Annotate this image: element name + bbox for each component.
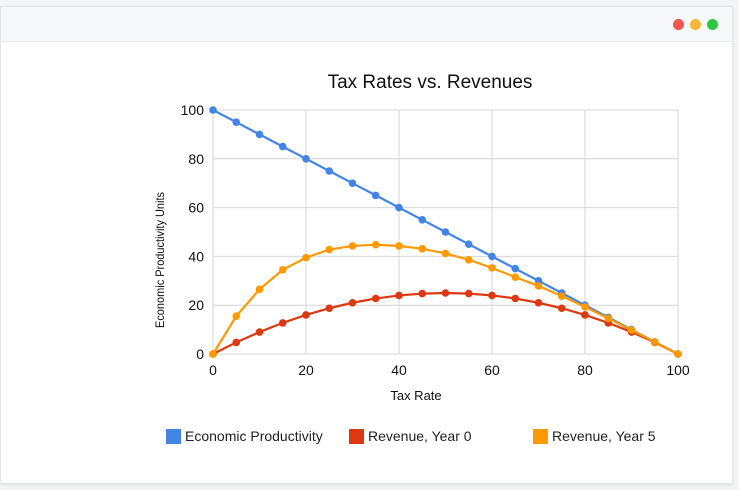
- y-tick-label: 0: [196, 346, 204, 362]
- y-tick-label: 100: [181, 102, 205, 118]
- x-axis-ticks: 0 20 40 60 80 100: [209, 362, 690, 378]
- data-point[interactable]: [302, 253, 310, 262]
- data-point[interactable]: [464, 289, 473, 298]
- data-point[interactable]: [418, 216, 427, 224]
- x-axis-label: Tax Rate: [390, 388, 441, 403]
- x-tick-label: 40: [391, 362, 407, 378]
- data-point[interactable]: [371, 191, 380, 200]
- series-revenue-year-5: [209, 240, 682, 358]
- data-point[interactable]: [441, 249, 450, 258]
- data-point[interactable]: [395, 203, 403, 212]
- data-point[interactable]: [464, 240, 473, 248]
- x-tick-label: 20: [298, 362, 314, 378]
- data-series: [209, 106, 682, 358]
- data-point[interactable]: [557, 292, 566, 300]
- legend-swatch: [349, 428, 364, 444]
- legend-swatch: [166, 428, 181, 444]
- data-point[interactable]: [464, 256, 473, 264]
- data-point[interactable]: [348, 242, 357, 250]
- legend-item-economic-productivity[interactable]: Economic Productivity: [166, 428, 323, 444]
- data-point[interactable]: [278, 266, 287, 274]
- data-point[interactable]: [209, 350, 217, 358]
- close-window-button[interactable]: [673, 19, 684, 30]
- data-point[interactable]: [325, 245, 334, 254]
- y-tick-label: 40: [188, 248, 204, 264]
- chart-title: Tax Rates vs. Revenues: [328, 72, 533, 93]
- data-point[interactable]: [488, 291, 496, 300]
- legend-label: Economic Productivity: [185, 428, 323, 444]
- data-point[interactable]: [627, 326, 636, 334]
- data-point[interactable]: [557, 304, 566, 313]
- x-tick-label: 0: [209, 362, 217, 378]
- data-point[interactable]: [255, 285, 264, 294]
- data-point[interactable]: [302, 155, 310, 163]
- data-point[interactable]: [441, 289, 450, 297]
- data-point[interactable]: [232, 118, 241, 126]
- y-axis-label: Economic Productivity Units: [153, 192, 167, 328]
- series-revenue-year-0: [209, 289, 682, 358]
- data-point[interactable]: [418, 289, 427, 298]
- series-line: [212, 243, 679, 355]
- window-titlebar: [1, 7, 732, 42]
- data-point[interactable]: [581, 311, 589, 319]
- x-tick-label: 80: [577, 362, 593, 378]
- data-point[interactable]: [511, 273, 520, 281]
- data-point[interactable]: [348, 298, 357, 307]
- data-point[interactable]: [371, 294, 380, 303]
- x-tick-label: 60: [484, 362, 500, 378]
- chart-legend: Economic Productivity Revenue, Year 0 Re…: [0, 428, 739, 446]
- data-point[interactable]: [511, 294, 520, 303]
- y-tick-label: 60: [188, 200, 204, 216]
- legend-item-revenue-year-0[interactable]: Revenue, Year 0: [349, 428, 472, 444]
- y-axis-ticks: 0 20 40 60 80 100: [181, 102, 205, 362]
- data-point[interactable]: [674, 350, 682, 358]
- data-point[interactable]: [650, 338, 659, 346]
- x-tick-label: 100: [666, 362, 690, 378]
- data-point[interactable]: [371, 240, 380, 249]
- data-point[interactable]: [255, 130, 264, 139]
- data-point[interactable]: [395, 242, 403, 250]
- data-point[interactable]: [232, 338, 241, 347]
- legend-label: Revenue, Year 0: [368, 428, 472, 444]
- data-point[interactable]: [581, 303, 589, 311]
- data-point[interactable]: [534, 282, 543, 290]
- data-point[interactable]: [418, 245, 427, 253]
- data-point[interactable]: [488, 264, 496, 272]
- y-tick-label: 80: [188, 151, 204, 167]
- data-point[interactable]: [302, 311, 310, 319]
- data-point[interactable]: [604, 314, 613, 323]
- data-point[interactable]: [441, 228, 450, 236]
- data-point[interactable]: [395, 291, 403, 300]
- data-point[interactable]: [348, 179, 357, 187]
- app-window: [0, 6, 733, 484]
- data-point[interactable]: [325, 167, 334, 175]
- maximize-window-button[interactable]: [707, 19, 718, 30]
- data-point[interactable]: [255, 328, 264, 336]
- data-point[interactable]: [488, 252, 496, 261]
- data-point[interactable]: [511, 264, 520, 273]
- data-point[interactable]: [232, 312, 241, 320]
- data-point[interactable]: [325, 304, 334, 313]
- data-point[interactable]: [534, 298, 543, 307]
- y-tick-label: 20: [188, 297, 204, 313]
- legend-item-revenue-year-5[interactable]: Revenue, Year 5: [533, 428, 656, 444]
- minimize-window-button[interactable]: [690, 19, 701, 30]
- legend-swatch: [533, 428, 548, 444]
- data-point[interactable]: [209, 106, 217, 114]
- data-point[interactable]: [278, 142, 287, 151]
- legend-label: Revenue, Year 5: [552, 428, 656, 444]
- data-point[interactable]: [278, 319, 287, 327]
